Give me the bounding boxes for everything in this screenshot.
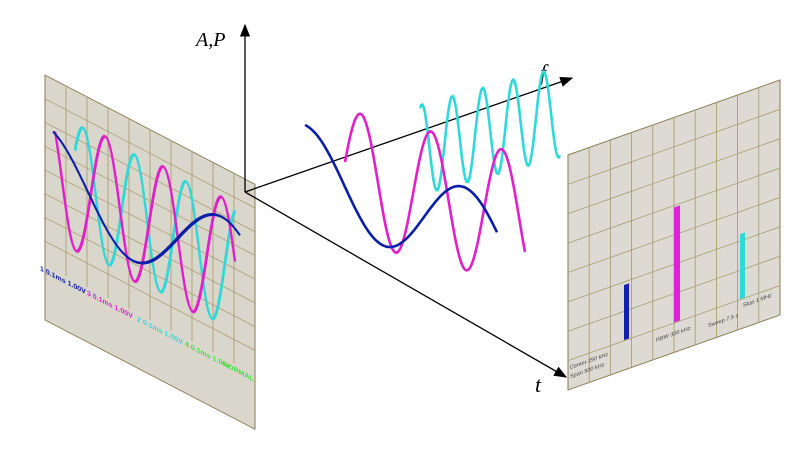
grid-line — [45, 122, 255, 233]
3d-waves — [304, 69, 562, 272]
axis-label: A,P — [194, 29, 225, 51]
grid-line — [568, 167, 780, 244]
grid-line — [45, 145, 255, 256]
wave — [418, 69, 562, 192]
spectral-line — [740, 232, 745, 300]
spectral-line — [674, 205, 680, 323]
grid-line — [568, 285, 780, 362]
grid-line — [45, 240, 255, 351]
spectral-line — [624, 283, 629, 341]
wave — [343, 112, 527, 272]
grid-line — [45, 98, 255, 209]
grid-line — [45, 217, 255, 328]
wave — [304, 123, 499, 249]
time-axis — [244, 191, 568, 378]
grid-line — [568, 138, 780, 215]
wave — [73, 126, 237, 321]
axis-label: t — [535, 372, 542, 397]
waves — [52, 126, 241, 321]
wave — [52, 130, 241, 265]
wave — [53, 130, 237, 314]
grid-line — [568, 108, 780, 185]
